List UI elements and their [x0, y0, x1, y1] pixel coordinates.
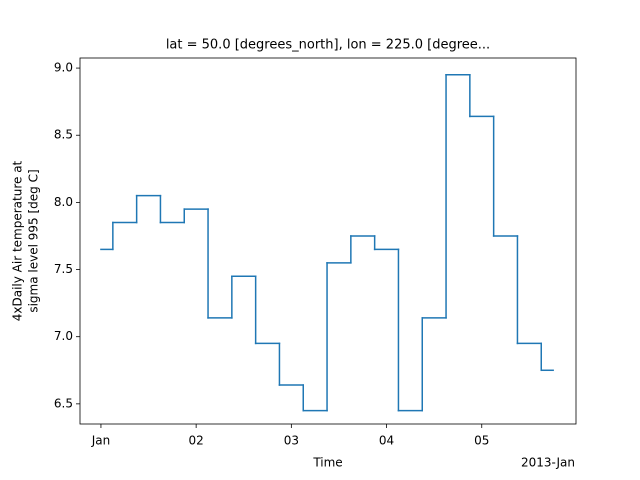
x-tick-label: 03	[284, 434, 299, 448]
x-offset-label: 2013-Jan	[521, 456, 575, 470]
x-axis-label: Time	[312, 456, 342, 470]
y-tick-label: 9.0	[54, 61, 73, 75]
x-tick-label: 02	[189, 434, 204, 448]
x-tick-label: 05	[474, 434, 489, 448]
y-tick-label: 7.5	[54, 262, 73, 276]
x-tick-label: Jan	[91, 434, 111, 448]
y-axis-label: sigma level 995 [deg C]	[27, 169, 41, 312]
y-tick-label: 7.0	[54, 329, 73, 343]
plot-frame	[79, 57, 577, 425]
y-tick-label: 8.5	[54, 128, 73, 142]
y-tick-label: 8.0	[54, 195, 73, 209]
y-axis-label: 4xDaily Air temperature at	[11, 160, 25, 321]
y-tick-label: 6.5	[54, 396, 73, 410]
chart-title: lat = 50.0 [degrees_north], lon = 225.0 …	[166, 38, 490, 53]
x-tick-label: 04	[379, 434, 394, 448]
